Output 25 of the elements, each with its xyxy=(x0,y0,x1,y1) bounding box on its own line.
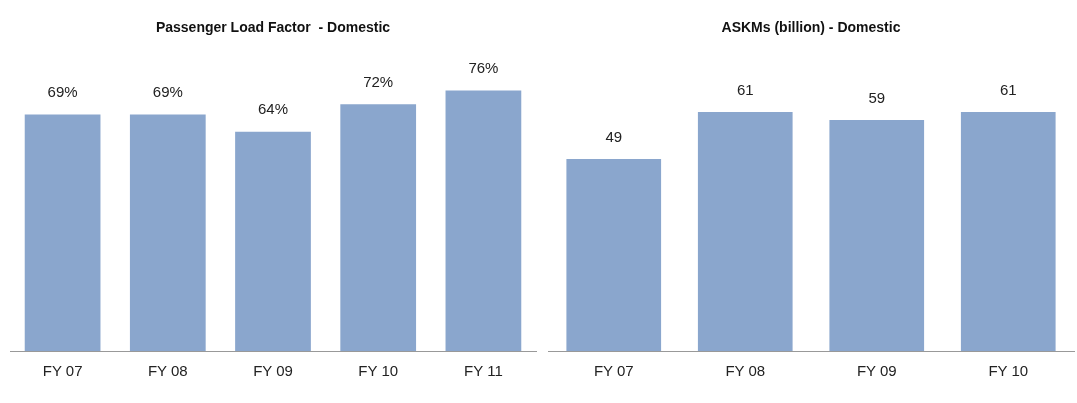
bar xyxy=(24,114,101,351)
x-tick-label: FY 10 xyxy=(988,362,1029,380)
x-tick-label: FY 09 xyxy=(856,362,897,380)
data-label: 61 xyxy=(736,80,754,98)
data-label: 59 xyxy=(868,88,886,106)
data-label: 61 xyxy=(999,80,1017,98)
data-label: 64% xyxy=(257,100,289,118)
x-tick-label: FY 07 xyxy=(593,362,634,380)
x-tick-label: FY 10 xyxy=(358,362,399,380)
chart-title: Passenger Load Factor - Domestic xyxy=(155,19,391,36)
data-label: 72% xyxy=(363,72,394,90)
x-tick-label: FY 11 xyxy=(464,362,503,380)
data-label: 49 xyxy=(605,127,623,145)
x-tick-label: FY 08 xyxy=(147,362,188,380)
bar xyxy=(235,131,311,351)
chart-title: ASKMs (billion) - Domestic xyxy=(721,19,901,36)
data-label: 76% xyxy=(468,59,499,77)
bar xyxy=(129,114,206,351)
x-tick-label: FY 07 xyxy=(42,362,83,380)
data-label: 69% xyxy=(152,83,183,101)
data-label: 69% xyxy=(47,83,78,101)
bar xyxy=(340,104,417,351)
x-tick-label: FY 08 xyxy=(725,362,766,380)
x-tick-label: FY 09 xyxy=(253,362,293,380)
bar xyxy=(445,90,522,351)
